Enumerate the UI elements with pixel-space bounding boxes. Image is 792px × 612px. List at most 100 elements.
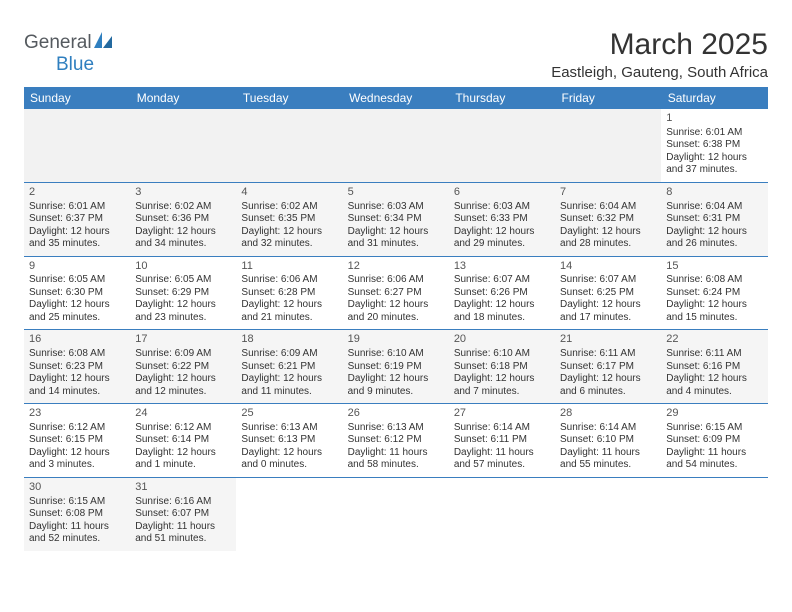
sunset-text: Sunset: 6:25 PM (560, 287, 656, 300)
day-number: 16 (29, 333, 125, 347)
calendar-day-cell: 25Sunrise: 6:13 AMSunset: 6:13 PMDayligh… (236, 404, 342, 478)
weekday-header: Sunday (24, 87, 130, 109)
calendar-day-cell: 18Sunrise: 6:09 AMSunset: 6:21 PMDayligh… (236, 330, 342, 404)
day-number: 25 (241, 407, 337, 421)
day-number: 12 (348, 260, 444, 274)
sunrise-text: Sunrise: 6:13 AM (241, 422, 337, 435)
daylight-text: Daylight: 12 hours (135, 299, 231, 312)
calendar-day-cell: 11Sunrise: 6:06 AMSunset: 6:28 PMDayligh… (236, 256, 342, 330)
daylight-text: Daylight: 12 hours (666, 373, 762, 386)
daylight-text: Daylight: 12 hours (560, 373, 656, 386)
calendar-day-cell: 23Sunrise: 6:12 AMSunset: 6:15 PMDayligh… (24, 404, 130, 478)
sunset-text: Sunset: 6:12 PM (348, 434, 444, 447)
daylight-text: Daylight: 12 hours (454, 226, 550, 239)
daylight-text: Daylight: 12 hours (241, 226, 337, 239)
daylight-text: Daylight: 12 hours (29, 373, 125, 386)
day-number: 5 (348, 186, 444, 200)
daylight-text: and 14 minutes. (29, 386, 125, 399)
weekday-header: Tuesday (236, 87, 342, 109)
daylight-text: Daylight: 11 hours (135, 521, 231, 534)
day-number: 9 (29, 260, 125, 274)
sunset-text: Sunset: 6:08 PM (29, 508, 125, 521)
calendar-week-row: 2Sunrise: 6:01 AMSunset: 6:37 PMDaylight… (24, 182, 768, 256)
calendar-day-cell: 7Sunrise: 6:04 AMSunset: 6:32 PMDaylight… (555, 182, 661, 256)
daylight-text: Daylight: 11 hours (348, 447, 444, 460)
day-number: 15 (666, 260, 762, 274)
sunset-text: Sunset: 6:27 PM (348, 287, 444, 300)
daylight-text: Daylight: 12 hours (454, 299, 550, 312)
day-number: 10 (135, 260, 231, 274)
sunrise-text: Sunrise: 6:02 AM (241, 201, 337, 214)
weekday-header: Wednesday (343, 87, 449, 109)
sunrise-text: Sunrise: 6:08 AM (666, 274, 762, 287)
daylight-text: and 9 minutes. (348, 386, 444, 399)
calendar-empty-cell (130, 109, 236, 182)
day-number: 13 (454, 260, 550, 274)
daylight-text: Daylight: 12 hours (241, 299, 337, 312)
daylight-text: Daylight: 12 hours (29, 226, 125, 239)
calendar-day-cell: 15Sunrise: 6:08 AMSunset: 6:24 PMDayligh… (661, 256, 767, 330)
sunset-text: Sunset: 6:18 PM (454, 361, 550, 374)
daylight-text: and 20 minutes. (348, 312, 444, 325)
calendar-week-row: 1Sunrise: 6:01 AMSunset: 6:38 PMDaylight… (24, 109, 768, 182)
calendar-empty-cell (343, 477, 449, 550)
sunrise-text: Sunrise: 6:03 AM (348, 201, 444, 214)
sunrise-text: Sunrise: 6:10 AM (454, 348, 550, 361)
weekday-header: Friday (555, 87, 661, 109)
day-number: 7 (560, 186, 656, 200)
daylight-text: and 28 minutes. (560, 238, 656, 251)
sunrise-text: Sunrise: 6:15 AM (29, 496, 125, 509)
sunrise-text: Sunrise: 6:12 AM (29, 422, 125, 435)
calendar-empty-cell (236, 109, 342, 182)
calendar-body: 1Sunrise: 6:01 AMSunset: 6:38 PMDaylight… (24, 109, 768, 551)
daylight-text: and 0 minutes. (241, 459, 337, 472)
sunset-text: Sunset: 6:09 PM (666, 434, 762, 447)
calendar-empty-cell (236, 477, 342, 550)
sunrise-text: Sunrise: 6:03 AM (454, 201, 550, 214)
daylight-text: and 12 minutes. (135, 386, 231, 399)
daylight-text: and 54 minutes. (666, 459, 762, 472)
weekday-header: Saturday (661, 87, 767, 109)
sunset-text: Sunset: 6:37 PM (29, 213, 125, 226)
day-number: 17 (135, 333, 231, 347)
logo-word-blue: Blue (24, 54, 94, 75)
sunset-text: Sunset: 6:24 PM (666, 287, 762, 300)
daylight-text: Daylight: 12 hours (241, 373, 337, 386)
daylight-text: Daylight: 11 hours (29, 521, 125, 534)
sunset-text: Sunset: 6:13 PM (241, 434, 337, 447)
daylight-text: and 23 minutes. (135, 312, 231, 325)
calendar-empty-cell (343, 109, 449, 182)
calendar-day-cell: 29Sunrise: 6:15 AMSunset: 6:09 PMDayligh… (661, 404, 767, 478)
daylight-text: and 3 minutes. (29, 459, 125, 472)
sunset-text: Sunset: 6:07 PM (135, 508, 231, 521)
calendar-day-cell: 17Sunrise: 6:09 AMSunset: 6:22 PMDayligh… (130, 330, 236, 404)
sunrise-text: Sunrise: 6:10 AM (348, 348, 444, 361)
sunrise-text: Sunrise: 6:05 AM (29, 274, 125, 287)
daylight-text: and 25 minutes. (29, 312, 125, 325)
day-number: 18 (241, 333, 337, 347)
sunset-text: Sunset: 6:30 PM (29, 287, 125, 300)
daylight-text: and 37 minutes. (666, 164, 762, 177)
daylight-text: and 21 minutes. (241, 312, 337, 325)
daylight-text: and 34 minutes. (135, 238, 231, 251)
sunrise-text: Sunrise: 6:11 AM (666, 348, 762, 361)
calendar-empty-cell (661, 477, 767, 550)
daylight-text: and 4 minutes. (666, 386, 762, 399)
sunrise-text: Sunrise: 6:07 AM (454, 274, 550, 287)
daylight-text: Daylight: 12 hours (560, 299, 656, 312)
calendar-week-row: 16Sunrise: 6:08 AMSunset: 6:23 PMDayligh… (24, 330, 768, 404)
calendar-day-cell: 21Sunrise: 6:11 AMSunset: 6:17 PMDayligh… (555, 330, 661, 404)
sunset-text: Sunset: 6:36 PM (135, 213, 231, 226)
daylight-text: Daylight: 12 hours (135, 226, 231, 239)
daylight-text: and 57 minutes. (454, 459, 550, 472)
daylight-text: and 15 minutes. (666, 312, 762, 325)
daylight-text: Daylight: 12 hours (454, 373, 550, 386)
header: General Blue March 2025 Eastleigh, Gaute… (24, 28, 768, 81)
weekday-header-row: Sunday Monday Tuesday Wednesday Thursday… (24, 87, 768, 109)
daylight-text: and 1 minute. (135, 459, 231, 472)
sunset-text: Sunset: 6:29 PM (135, 287, 231, 300)
sunrise-text: Sunrise: 6:14 AM (454, 422, 550, 435)
location: Eastleigh, Gauteng, South Africa (551, 64, 768, 81)
day-number: 8 (666, 186, 762, 200)
calendar-day-cell: 24Sunrise: 6:12 AMSunset: 6:14 PMDayligh… (130, 404, 236, 478)
